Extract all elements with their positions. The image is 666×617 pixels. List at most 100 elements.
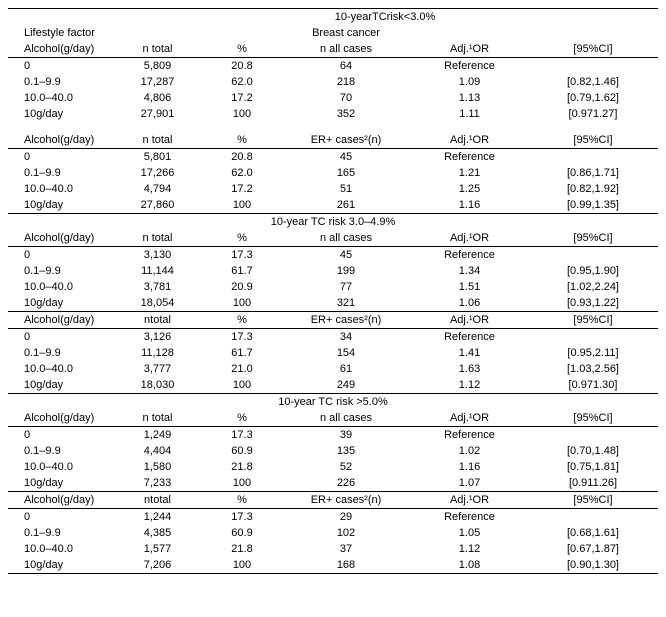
- data-cell: 1.25: [411, 181, 528, 197]
- data-cell: [0.68,1.61]: [528, 525, 658, 541]
- data-cell: 102: [281, 525, 411, 541]
- data-cell: 3,130: [112, 247, 203, 264]
- data-cell: 10.0–40.0: [8, 90, 112, 106]
- data-cell: 1.05: [411, 525, 528, 541]
- col-header: n all cases: [281, 230, 411, 247]
- data-cell: 0.1–9.9: [8, 74, 112, 90]
- epidemiology-table: 10-yearTCrisk<3.0%Lifestyle factorBreast…: [8, 8, 658, 574]
- col-header: Alcohol(g/day): [8, 410, 112, 427]
- col-header: Adj.¹OR: [411, 230, 528, 247]
- data-cell: [0.86,1.71]: [528, 165, 658, 181]
- col-header: Alcohol(g/day): [8, 312, 112, 329]
- data-cell: 60.9: [203, 525, 281, 541]
- data-cell: 10.0–40.0: [8, 181, 112, 197]
- data-cell: 154: [281, 345, 411, 361]
- data-cell: 0: [8, 247, 112, 264]
- data-cell: 100: [203, 295, 281, 312]
- data-cell: 10.0–40.0: [8, 279, 112, 295]
- data-cell: [1.02,2.24]: [528, 279, 658, 295]
- data-cell: 1.02: [411, 443, 528, 459]
- data-cell: 7,233: [112, 475, 203, 492]
- data-cell: 1,249: [112, 427, 203, 444]
- data-cell: 20.9: [203, 279, 281, 295]
- data-cell: 352: [281, 106, 411, 122]
- data-cell: 1.16: [411, 459, 528, 475]
- data-cell: 20.8: [203, 149, 281, 166]
- col-header: [95%CI]: [528, 410, 658, 427]
- data-cell: 5,801: [112, 149, 203, 166]
- data-cell: 226: [281, 475, 411, 492]
- blank: [8, 9, 112, 26]
- data-cell: 135: [281, 443, 411, 459]
- col-header: n total: [112, 132, 203, 149]
- data-cell: 1.51: [411, 279, 528, 295]
- data-cell: 52: [281, 459, 411, 475]
- data-cell: 5,809: [112, 58, 203, 75]
- data-cell: 168: [281, 557, 411, 574]
- data-cell: 249: [281, 377, 411, 394]
- col-header: ntotal: [112, 492, 203, 509]
- data-cell: 0: [8, 58, 112, 75]
- col-header: n total: [112, 410, 203, 427]
- data-cell: 4,385: [112, 525, 203, 541]
- data-cell: 1.09: [411, 74, 528, 90]
- data-cell: 321: [281, 295, 411, 312]
- col-header: Alcohol(g/day): [8, 41, 112, 58]
- data-cell: 1,577: [112, 541, 203, 557]
- data-cell: 17.3: [203, 509, 281, 526]
- data-cell: [0.95,2.11]: [528, 345, 658, 361]
- data-cell: 61.7: [203, 345, 281, 361]
- col-header: %: [203, 410, 281, 427]
- data-cell: 17.3: [203, 427, 281, 444]
- col-header: Adj.¹OR: [411, 410, 528, 427]
- col-header: [95%CI]: [528, 492, 658, 509]
- data-cell: 4,806: [112, 90, 203, 106]
- data-cell: 70: [281, 90, 411, 106]
- data-cell: 60.9: [203, 443, 281, 459]
- data-cell: 0: [8, 329, 112, 346]
- data-cell: 0.1–9.9: [8, 263, 112, 279]
- data-cell: Reference: [411, 58, 528, 75]
- data-cell: [0.99,1.35]: [528, 197, 658, 214]
- col-header: ER+ cases²(n): [281, 312, 411, 329]
- data-cell: [0.95,1.90]: [528, 263, 658, 279]
- data-cell: 0: [8, 427, 112, 444]
- col-header: n total: [112, 41, 203, 58]
- data-cell: 18,054: [112, 295, 203, 312]
- section-title: 10-year TC risk >5.0%: [8, 394, 658, 411]
- data-cell: [0.82,1.46]: [528, 74, 658, 90]
- data-cell: 17.2: [203, 90, 281, 106]
- col-header: Adj.¹OR: [411, 41, 528, 58]
- col-header: ntotal: [112, 312, 203, 329]
- data-cell: [0.90,1.30]: [528, 557, 658, 574]
- data-cell: 7,206: [112, 557, 203, 574]
- data-cell: 21.8: [203, 541, 281, 557]
- data-cell: 20.8: [203, 58, 281, 75]
- blank: [411, 25, 528, 41]
- data-cell: 1.34: [411, 263, 528, 279]
- data-cell: 17,287: [112, 74, 203, 90]
- data-cell: 27,860: [112, 197, 203, 214]
- data-cell: 64: [281, 58, 411, 75]
- data-cell: 4,404: [112, 443, 203, 459]
- data-cell: [528, 509, 658, 526]
- data-cell: 45: [281, 149, 411, 166]
- col-header: Alcohol(g/day): [8, 132, 112, 149]
- data-cell: 34: [281, 329, 411, 346]
- data-cell: 37: [281, 541, 411, 557]
- data-cell: 0.1–9.9: [8, 165, 112, 181]
- col-header: %: [203, 230, 281, 247]
- col-header: %: [203, 312, 281, 329]
- data-cell: 165: [281, 165, 411, 181]
- data-cell: 11,128: [112, 345, 203, 361]
- col-header: Adj.¹OR: [411, 312, 528, 329]
- data-cell: [528, 58, 658, 75]
- col-header: %: [203, 132, 281, 149]
- data-cell: 1.07: [411, 475, 528, 492]
- data-cell: 10g/day: [8, 197, 112, 214]
- col-header: [95%CI]: [528, 41, 658, 58]
- data-cell: 1,580: [112, 459, 203, 475]
- data-cell: [0.67,1.87]: [528, 541, 658, 557]
- col-header: [95%CI]: [528, 132, 658, 149]
- data-cell: 10g/day: [8, 295, 112, 312]
